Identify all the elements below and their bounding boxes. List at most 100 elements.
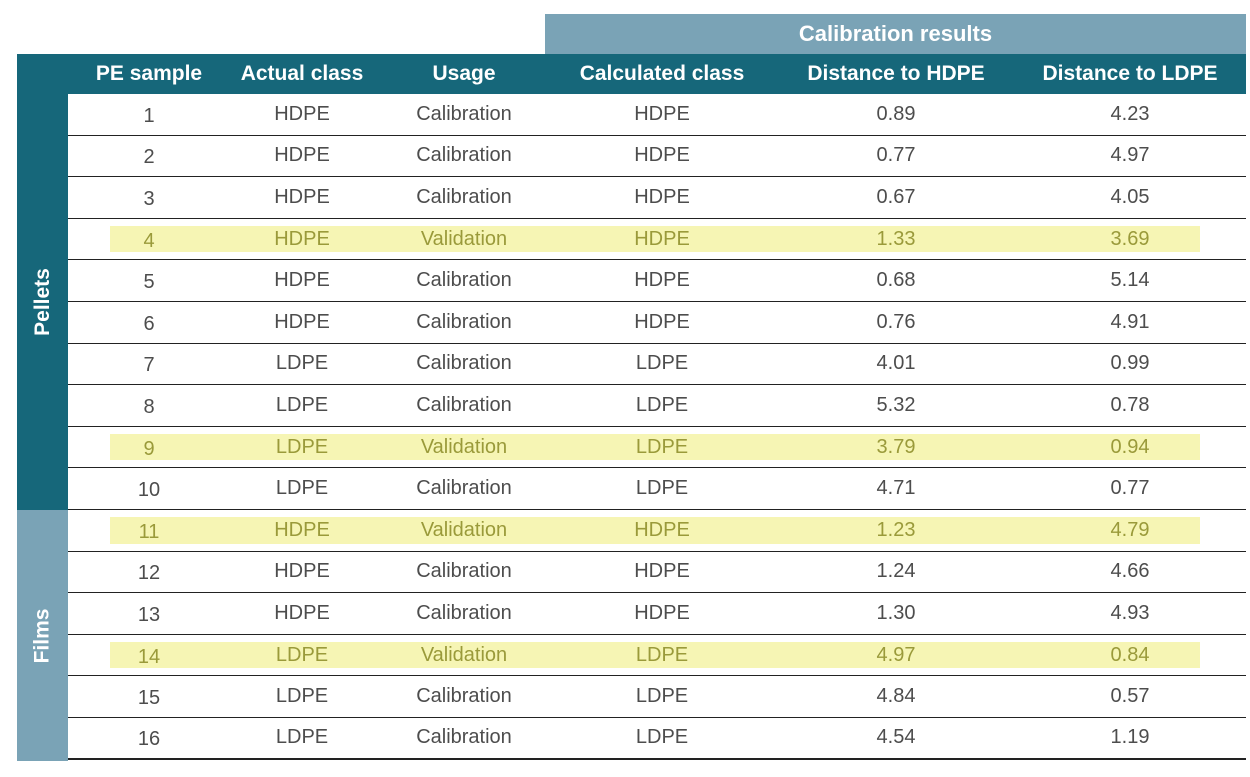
cell-distance-ldpe: 4.05	[1110, 185, 1150, 208]
cell-usage: Validation	[420, 227, 508, 250]
cell-actual-class: HDPE	[274, 102, 330, 125]
table-row: 10 LDPE Calibration LDPE 4.71 0.77	[68, 468, 1246, 510]
table-row: 7 LDPE Calibration LDPE 4.01 0.99	[68, 344, 1246, 386]
cell-calculated-class: LDPE	[635, 643, 689, 666]
validation-highlight	[110, 225, 1200, 253]
cell-distance-hdpe: 0.67	[876, 185, 916, 208]
cell-pe-sample: 15	[137, 687, 161, 710]
table-row: 16 LDPE Calibration LDPE 4.54 1.19	[68, 718, 1246, 760]
group-films: Films	[17, 510, 68, 761]
cell-usage: Validation	[420, 643, 508, 666]
validation-highlight	[110, 516, 1200, 544]
cell-pe-sample: 14	[137, 645, 161, 668]
validation-highlight	[110, 433, 1200, 461]
group-pellets: Pellets	[17, 94, 68, 510]
cell-distance-ldpe: 4.23	[1110, 102, 1150, 125]
cell-pe-sample: 7	[143, 354, 155, 377]
cell-distance-hdpe: 0.76	[876, 310, 916, 333]
header-calculated-class: Calculated class	[579, 62, 745, 85]
cell-pe-sample: 6	[143, 312, 155, 335]
cell-usage: Calibration	[416, 310, 512, 333]
cell-usage: Calibration	[416, 185, 512, 208]
cell-calculated-class: HDPE	[634, 227, 690, 250]
cell-pe-sample: 9	[143, 437, 155, 460]
cell-calculated-class: HDPE	[634, 518, 690, 541]
cell-actual-class: HDPE	[274, 269, 330, 292]
cell-pe-sample: 2	[143, 146, 155, 169]
cell-usage: Validation	[420, 435, 508, 458]
cell-actual-class: LDPE	[275, 352, 329, 375]
cell-distance-ldpe: 1.19	[1110, 726, 1150, 749]
cell-calculated-class: LDPE	[635, 393, 689, 416]
cell-pe-sample: 11	[138, 520, 160, 543]
cell-usage: Calibration	[416, 144, 512, 167]
cell-actual-class: LDPE	[275, 393, 329, 416]
cell-distance-ldpe: 0.78	[1110, 393, 1150, 416]
cell-usage: Calibration	[416, 102, 512, 125]
cell-calculated-class: LDPE	[635, 685, 689, 708]
cell-distance-ldpe: 4.79	[1110, 518, 1150, 541]
header-distance-hdpe: Distance to HDPE	[807, 62, 985, 85]
cell-actual-class: HDPE	[274, 227, 330, 250]
cell-pe-sample: 8	[143, 395, 155, 418]
table-row: 8 LDPE Calibration LDPE 5.32 0.78	[68, 385, 1246, 427]
cell-distance-ldpe: 4.97	[1110, 144, 1150, 167]
cell-distance-hdpe: 4.01	[876, 352, 916, 375]
cell-calculated-class: LDPE	[635, 435, 689, 458]
group-label-pellets: Pellets	[30, 268, 54, 336]
cell-pe-sample: 10	[137, 479, 161, 502]
table-row: 4 HDPE Validation HDPE 1.33 3.69	[68, 219, 1246, 261]
cell-usage: Calibration	[416, 685, 512, 708]
cell-distance-hdpe: 5.32	[876, 393, 916, 416]
cell-actual-class: HDPE	[274, 518, 330, 541]
cell-calculated-class: HDPE	[634, 601, 690, 624]
cell-distance-hdpe: 1.30	[876, 601, 916, 624]
cell-distance-hdpe: 0.77	[876, 144, 916, 167]
cell-actual-class: HDPE	[274, 185, 330, 208]
cell-usage: Calibration	[416, 393, 512, 416]
cell-distance-ldpe: 4.91	[1110, 310, 1150, 333]
cell-actual-class: HDPE	[274, 310, 330, 333]
cell-actual-class: LDPE	[275, 477, 329, 500]
calibration-results-label: Calibration results	[798, 21, 993, 46]
cell-usage: Calibration	[416, 601, 512, 624]
table-row: 11 HDPE Validation HDPE 1.23 4.79	[68, 510, 1246, 552]
header-pe-sample: PE sample	[95, 62, 203, 85]
cell-actual-class: HDPE	[274, 601, 330, 624]
table-row: 3 HDPE Calibration HDPE 0.67 4.05	[68, 177, 1246, 219]
cell-distance-hdpe: 4.84	[876, 685, 916, 708]
cell-distance-ldpe: 5.14	[1110, 269, 1150, 292]
cell-usage: Calibration	[416, 269, 512, 292]
cell-calculated-class: LDPE	[635, 477, 689, 500]
header-distance-ldpe: Distance to LDPE	[1042, 62, 1218, 85]
cell-actual-class: HDPE	[274, 560, 330, 583]
cell-pe-sample: 16	[137, 728, 161, 751]
table-row: 1 HDPE Calibration HDPE 0.89 4.23	[68, 94, 1246, 136]
cell-usage: Calibration	[416, 560, 512, 583]
calibration-results-header: Calibration results	[545, 14, 1246, 54]
cell-pe-sample: 4	[143, 229, 155, 252]
cell-pe-sample: 3	[143, 187, 155, 210]
cell-pe-sample: 12	[137, 562, 161, 585]
cell-actual-class: LDPE	[275, 435, 329, 458]
validation-highlight	[110, 641, 1200, 669]
cell-distance-ldpe: 4.93	[1110, 601, 1150, 624]
cell-calculated-class: HDPE	[634, 102, 690, 125]
table-row: 9 LDPE Validation LDPE 3.79 0.94	[68, 427, 1246, 469]
cell-actual-class: HDPE	[274, 144, 330, 167]
cell-usage: Validation	[420, 518, 508, 541]
cell-usage: Calibration	[416, 477, 512, 500]
cell-calculated-class: LDPE	[635, 352, 689, 375]
table-row: 5 HDPE Calibration HDPE 0.68 5.14	[68, 260, 1246, 302]
header-actual-class: Actual class	[240, 62, 364, 85]
cell-pe-sample: 5	[143, 271, 155, 294]
cell-distance-hdpe: 1.24	[876, 560, 916, 583]
group-label-films: Films	[30, 608, 54, 663]
table-row: 15 LDPE Calibration LDPE 4.84 0.57	[68, 676, 1246, 718]
cell-calculated-class: HDPE	[634, 185, 690, 208]
table-row: 13 HDPE Calibration HDPE 1.30 4.93	[68, 593, 1246, 635]
cell-calculated-class: HDPE	[634, 560, 690, 583]
cell-calculated-class: HDPE	[634, 144, 690, 167]
cell-calculated-class: HDPE	[634, 269, 690, 292]
cell-distance-ldpe: 4.66	[1110, 560, 1150, 583]
